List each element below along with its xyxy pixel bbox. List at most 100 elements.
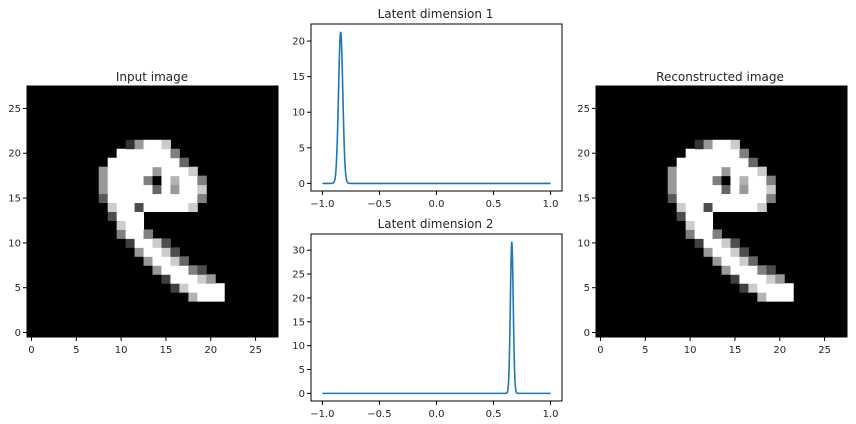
- reconstructed-image-pixel: [685, 184, 696, 195]
- input-image-pixel: [143, 166, 153, 177]
- input-image-pixel: [197, 193, 207, 204]
- input-image-pixel: [179, 193, 189, 204]
- reconstructed-image-y-tick-label: 10: [577, 238, 590, 249]
- input-image-pixel: [134, 211, 145, 221]
- latent-dimension-2-series-line: [322, 241, 551, 395]
- reconstructed-image-pixel: [757, 175, 767, 186]
- input-image-pixel: [206, 283, 216, 293]
- reconstructed-image-pixel: [730, 202, 740, 212]
- reconstructed-image-pixel: [721, 202, 731, 212]
- input-image-pixel: [179, 256, 189, 266]
- reconstructed-image-pixel: [703, 193, 714, 204]
- latent-dimension-2-panel: Latent dimension 2 −1.0 −0.5 0.0 0.5 1.0 0 5 10…: [292, 217, 563, 420]
- input-image-pixel: [179, 283, 189, 293]
- reconstructed-image-pixel: [694, 148, 705, 159]
- reconstructed-image-pixel: [757, 166, 767, 177]
- input-image-pixel: [152, 175, 162, 186]
- input-image-pixel: [134, 175, 145, 186]
- reconstructed-image-pixel: [676, 211, 687, 221]
- latent-dimension-1-y-tick-label: 0: [299, 179, 305, 190]
- input-image-pixel: [152, 184, 162, 195]
- reconstructed-image-pixel: [712, 184, 722, 195]
- reconstructed-image-pixel: [766, 292, 776, 302]
- input-image-pixel: [134, 202, 145, 212]
- input-image-pixel: [143, 256, 153, 266]
- input-image-y-tick-label: 25: [8, 104, 21, 115]
- latent-dimension-2-y-tick-label: 15: [292, 317, 305, 328]
- input-image-pixel: [179, 166, 189, 177]
- input-image-pixel: [125, 175, 136, 186]
- reconstructed-image-pixel: [748, 157, 758, 168]
- reconstructed-image-pixel: [694, 157, 705, 168]
- input-image-pixel: [116, 193, 127, 204]
- reconstructed-image-pixel: [721, 139, 731, 150]
- latent-dimension-2-y-tick-label: 10: [292, 341, 305, 352]
- reconstructed-image-panel: Reconstructed image 0 5 10 15 20 25 0 5 10 15 20 25: [577, 70, 848, 356]
- reconstructed-image-pixel: [721, 265, 731, 275]
- input-image-pixel: [161, 256, 171, 266]
- input-image-y-tick-label: 0: [15, 328, 21, 339]
- reconstructed-image-pixel: [712, 247, 722, 257]
- reconstructed-image-pixel: [721, 148, 731, 159]
- reconstructed-image-pixel: [730, 139, 740, 150]
- input-image-pixel: [188, 193, 198, 204]
- input-image-pixel: [152, 247, 162, 257]
- reconstructed-image-pixel: [730, 238, 740, 248]
- input-image-x-tick-label: 10: [115, 345, 128, 356]
- reconstructed-image-pixel: [748, 166, 758, 177]
- reconstructed-image-y-tick-label: 5: [584, 283, 590, 294]
- input-image-x-tick-label: 25: [249, 345, 262, 356]
- reconstructed-image-pixel: [712, 175, 722, 186]
- input-image-pixel: [161, 139, 171, 150]
- input-image-pixel: [125, 202, 136, 212]
- reconstructed-image-pixel: [739, 157, 749, 168]
- reconstructed-image-pixel: [694, 211, 705, 221]
- input-image-pixel: [161, 274, 171, 284]
- reconstructed-image-pixel: [685, 193, 696, 204]
- input-image-pixel: [188, 166, 198, 177]
- reconstructed-image-pixel: [748, 274, 758, 284]
- latent-dimension-1-y-tick-label: 20: [292, 37, 305, 48]
- reconstructed-image-pixel: [730, 193, 740, 204]
- latent-dimension-2-x-tick-label: −1.0: [310, 409, 334, 420]
- reconstructed-image-pixel: [694, 229, 705, 239]
- reconstructed-image-pixel: [730, 247, 740, 257]
- reconstructed-image-pixel: [685, 166, 696, 177]
- input-image-pixel: [98, 184, 109, 195]
- reconstructed-image-pixel: [676, 193, 687, 204]
- reconstructed-image-pixel: [721, 157, 731, 168]
- input-image-pixel: [125, 229, 136, 239]
- input-image-pixel: [206, 274, 216, 284]
- reconstructed-image-pixel: [730, 184, 740, 195]
- reconstructed-image-pixel: [730, 175, 740, 186]
- input-image-pixel: [179, 175, 189, 186]
- input-image-pixel: [125, 166, 136, 177]
- input-image-y-tick-label: 5: [15, 283, 21, 294]
- reconstructed-image-pixel: [667, 175, 678, 186]
- input-image-pixel: [152, 157, 162, 168]
- reconstructed-image-pixel: [694, 139, 705, 150]
- input-image-pixel: [116, 184, 127, 195]
- input-image-pixel: [170, 175, 180, 186]
- reconstructed-image-pixel: [757, 193, 767, 204]
- latent-dimension-1-y-tick-label: 15: [292, 72, 305, 83]
- input-image-pixel: [152, 202, 162, 212]
- input-image-pixel: [116, 229, 127, 239]
- input-image-pixel: [116, 148, 127, 159]
- reconstructed-image-pixel: [757, 274, 767, 284]
- input-image-pixel: [134, 229, 145, 239]
- reconstructed-image-pixel: [739, 256, 749, 266]
- reconstructed-image-pixel: [784, 283, 794, 293]
- input-image-pixel: [161, 184, 171, 195]
- reconstructed-image-pixel: [712, 256, 722, 266]
- reconstructed-image-x-tick-label: 20: [773, 345, 786, 356]
- reconstructed-image-pixel: [730, 166, 740, 177]
- reconstructed-image-pixel: [685, 157, 696, 168]
- input-image-pixel: [197, 274, 207, 284]
- input-image-y-tick-label: 10: [8, 238, 21, 249]
- reconstructed-image-pixel: [721, 247, 731, 257]
- input-image-pixel: [116, 211, 127, 221]
- reconstructed-image-pixel: [739, 274, 749, 284]
- reconstructed-image-y-tick-label: 0: [584, 328, 590, 339]
- input-image-pixel: [152, 148, 162, 159]
